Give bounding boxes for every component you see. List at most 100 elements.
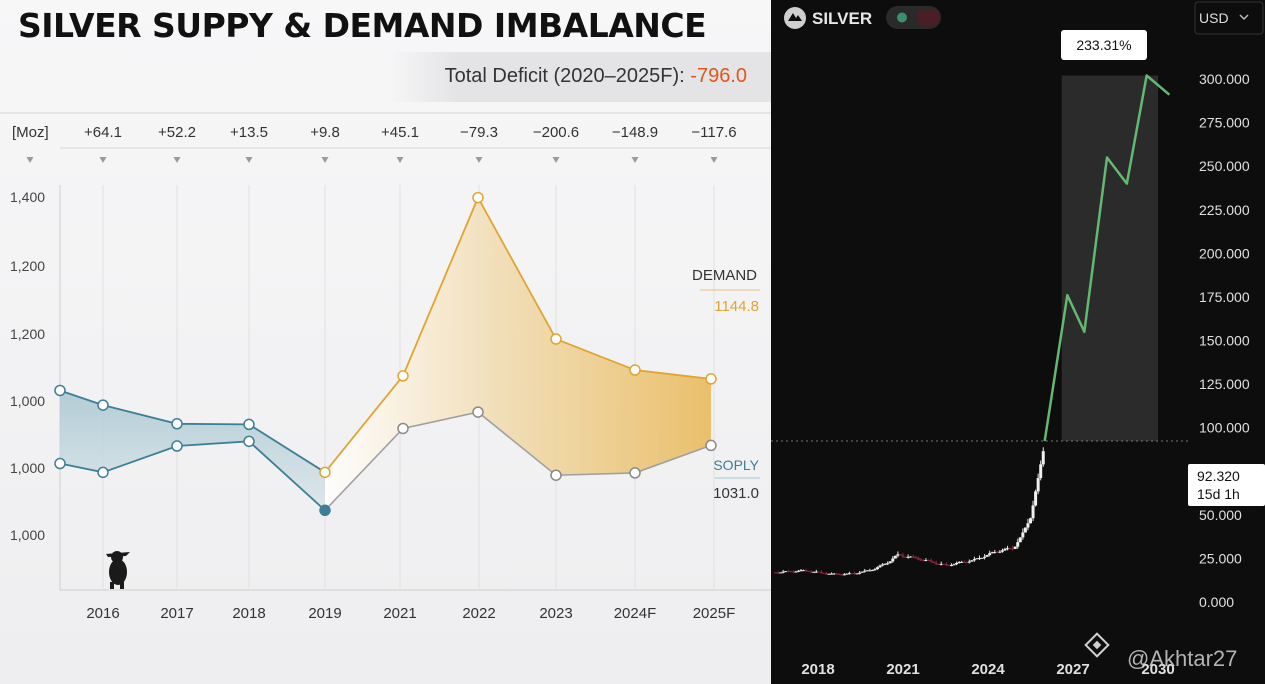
candle-body — [944, 564, 948, 566]
candle-body — [995, 552, 999, 554]
price-tick-label: 200.000 — [1199, 245, 1250, 261]
candle-body — [825, 573, 828, 575]
candle-body — [1036, 478, 1040, 492]
candle-body — [842, 574, 846, 576]
imbalance-label: −79.3 — [460, 124, 498, 141]
time-tick-label: 2021 — [886, 661, 919, 678]
candle-body — [972, 559, 976, 561]
candle-body — [868, 570, 872, 572]
currency-select[interactable] — [1194, 1, 1264, 35]
time-tick-label: 2024 — [971, 661, 1005, 678]
price-candles — [774, 447, 1045, 576]
candle-body — [789, 571, 793, 573]
candle-body — [942, 563, 946, 565]
supply-last-value: 1031.0 — [713, 485, 759, 502]
current-price: 92.320 — [1197, 468, 1240, 484]
candle-body — [830, 573, 834, 575]
y-tick-label: 1,000 — [10, 527, 45, 543]
chart-title: SILVER SUPPY & DEMAND IMBALANCE — [18, 6, 707, 45]
candle-countdown: 15d 1h — [1197, 486, 1240, 502]
demand-label: DEMAND — [692, 267, 757, 284]
percent-value: 233.31% — [1076, 37, 1131, 53]
candle-body — [937, 563, 941, 565]
supply-point — [550, 469, 562, 481]
candle-body — [786, 571, 790, 573]
candle-body — [1039, 464, 1043, 479]
candle-body — [1031, 505, 1035, 519]
candle-body — [965, 562, 969, 564]
demand-point — [397, 370, 409, 382]
candle-body — [916, 558, 920, 560]
demand-line-late — [324, 195, 712, 473]
demand-point — [629, 364, 641, 376]
candle-body — [886, 563, 890, 565]
symbol-name: SILVER — [812, 9, 872, 28]
candle-body — [845, 573, 849, 575]
candle-body — [911, 556, 915, 558]
areas — [60, 197, 711, 511]
x-tick-label: 2024F — [614, 605, 657, 622]
candle-body — [947, 564, 951, 566]
candle-body — [832, 573, 836, 575]
x-axis-ticks: 2016 2017 2018 2019 2021 2022 2023 2024F 2025F — [86, 605, 735, 622]
imbalance-label: −148.9 — [612, 124, 658, 141]
x-tick-label: 2022 — [462, 605, 495, 622]
candle-body — [853, 573, 857, 575]
candle-body — [921, 560, 925, 562]
candle-body — [827, 573, 831, 575]
candle-body — [814, 571, 818, 573]
supply-point — [243, 435, 255, 448]
candle-body — [949, 565, 953, 567]
price-tick-label: 150.000 — [1199, 333, 1250, 349]
candle-body — [978, 558, 981, 560]
candle-body — [858, 572, 862, 574]
y-tick-label: 1,200 — [10, 326, 45, 342]
x-tick-label: 2025F — [693, 605, 736, 622]
candle-body — [939, 563, 943, 565]
x-tick-label: 2018 — [232, 605, 265, 622]
candle-body — [870, 570, 874, 572]
price-tick-label: 125.000 — [1199, 376, 1250, 392]
total-deficit: Total Deficit (2020–2025F): -796.0 — [445, 65, 747, 88]
candle-body — [932, 561, 936, 563]
imbalance-label: +9.8 — [310, 124, 340, 141]
candle-body — [914, 556, 918, 559]
down-arrow-icon — [173, 157, 181, 163]
candle-body — [817, 571, 821, 573]
candle-body — [975, 558, 979, 560]
series-points — [54, 191, 717, 517]
candle-body — [1023, 527, 1027, 533]
candle-body — [990, 552, 994, 554]
time-tick-label: 2030 — [1141, 661, 1174, 678]
price-tick-label: 0.000 — [1199, 594, 1234, 610]
supply-line-late — [324, 411, 712, 511]
x-tick-label: 2017 — [160, 605, 193, 622]
y-tick-label: 1,200 — [10, 258, 45, 274]
projection-line — [1043, 74, 1171, 442]
down-arrow-icon — [99, 157, 107, 163]
watermark-handle: @Akhtar27 — [1127, 646, 1237, 671]
candle-body — [855, 573, 859, 575]
candle-body — [898, 554, 902, 556]
y-tick-label: 1,400 — [10, 189, 45, 205]
candle-body — [1000, 550, 1004, 552]
supply-point — [629, 467, 641, 479]
status-dot-icon — [897, 12, 907, 23]
candle-body — [955, 563, 959, 565]
time-axis-ticks: 2018 2021 2024 2027 2030 — [801, 661, 1174, 678]
demand-point — [319, 466, 331, 479]
candle-body — [881, 564, 885, 566]
candle-body — [774, 572, 777, 574]
y-tick-label: 1,000 — [10, 460, 45, 476]
supply-label: SOPLY — [713, 457, 759, 473]
candle-body — [1026, 523, 1030, 528]
candle-body — [957, 562, 961, 564]
candle-body — [779, 572, 783, 574]
currency-label: USD — [1199, 10, 1229, 26]
watermark: @Akhtar27 — [1084, 632, 1237, 671]
supply-surplus-area — [60, 390, 325, 511]
candle-body — [804, 570, 808, 572]
candle-body — [998, 551, 1002, 553]
candle-body — [967, 561, 971, 563]
price-tick-label: 275.000 — [1199, 115, 1250, 131]
